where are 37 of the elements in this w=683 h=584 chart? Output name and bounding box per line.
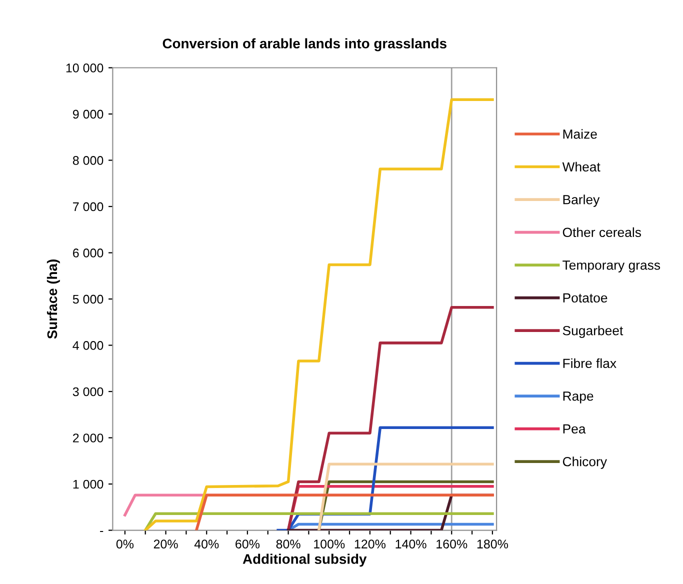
x-tick-label: 180% <box>477 540 508 548</box>
y-axis-title: Surface (ha) <box>46 260 60 339</box>
x-tick-label: 60% <box>236 540 260 548</box>
x-tick-label: 100% <box>314 540 345 548</box>
x-axis-title: Additional subsidy <box>242 554 367 567</box>
x-tick-label: 40% <box>194 540 219 548</box>
x-tick-label: 120% <box>354 540 386 548</box>
legend-label: Chicory <box>562 456 607 469</box>
legend-label: Barley <box>563 194 600 207</box>
y-tick-label: 10 000 <box>66 64 104 72</box>
x-tick-label: 0% <box>116 540 134 548</box>
y-tick-label: 5 000 <box>72 294 104 304</box>
y-tick-label: 2 000 <box>73 434 104 442</box>
x-tick-label: 140% <box>396 540 426 548</box>
legend-label: Fibre flax <box>563 358 616 368</box>
x-tick-label: 160% <box>436 540 468 548</box>
y-tick-label: 3 000 <box>72 387 104 396</box>
legend-label: Wheat <box>562 162 600 172</box>
y-tick-label: 6 000 <box>73 248 104 258</box>
legend-label: Sugarbeet <box>562 326 624 338</box>
y-tick-label: 9 000 <box>72 110 104 119</box>
y-tick-label: - <box>100 530 104 532</box>
legend-label: Maize <box>563 129 597 139</box>
legend-label: Other cereals <box>562 227 641 238</box>
y-tick-label: 7 000 <box>73 202 104 212</box>
legend-label: Temporary grass <box>562 260 660 272</box>
legend-label: Pea <box>563 424 586 434</box>
legend-label: Potatoe <box>563 293 608 303</box>
y-tick-label: 4 000 <box>72 341 104 350</box>
y-tick-label: 1 000 <box>73 480 104 489</box>
x-tick-label: 80% <box>276 540 300 548</box>
line-series <box>286 306 494 530</box>
x-tick-label: 20% <box>154 540 178 548</box>
line-series <box>144 98 494 530</box>
y-tick-label: 8 000 <box>72 156 104 165</box>
legend-label: Rape <box>563 392 594 404</box>
chart-title: Conversion of arable lands into grasslands <box>162 38 446 52</box>
